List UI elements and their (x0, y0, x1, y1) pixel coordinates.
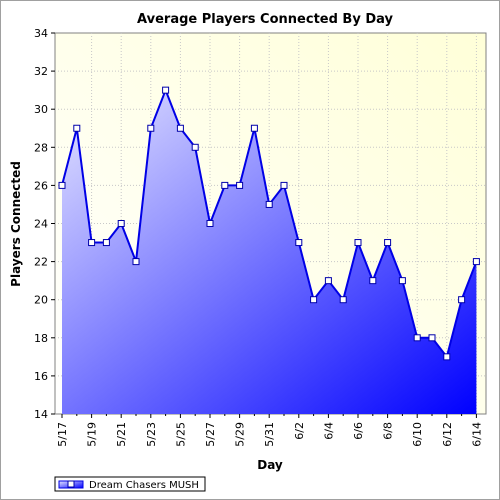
x-tick-label: 6/4 (322, 422, 335, 440)
data-point-marker (58, 181, 66, 189)
x-tick-label: 5/29 (234, 422, 247, 447)
data-point-marker (458, 296, 466, 304)
y-axis-ticks: 14 16 18 20 22 24 26 28 30 32 34 (34, 27, 55, 421)
series-area-fill (62, 90, 477, 415)
y-tick-label: 28 (34, 141, 48, 154)
x-tick-label: 6/10 (411, 422, 424, 447)
data-point-marker (147, 124, 155, 132)
data-point-marker (354, 239, 362, 247)
data-point-marker (88, 239, 96, 247)
x-axis-label: Day (257, 458, 283, 472)
x-tick-label: 6/12 (441, 422, 454, 447)
data-point-marker (443, 353, 451, 361)
x-tick-label: 5/21 (115, 422, 128, 447)
y-tick-label: 30 (34, 103, 48, 116)
x-tick-label: 5/17 (56, 422, 69, 447)
data-point-marker (265, 200, 273, 208)
data-point-marker (117, 220, 125, 227)
data-point-marker (280, 181, 288, 189)
data-point-marker (132, 258, 140, 266)
x-tick-label: 5/23 (145, 422, 158, 447)
data-point-marker (102, 239, 110, 247)
y-tick-label: 26 (34, 179, 48, 192)
x-tick-label: 6/2 (293, 422, 306, 440)
data-point-marker (339, 296, 347, 304)
y-tick-label: 18 (34, 332, 48, 345)
data-point-marker (324, 277, 332, 285)
data-point-marker (398, 277, 406, 285)
legend-box (54, 476, 206, 492)
data-point-marker (472, 258, 480, 266)
grid-lines (55, 33, 486, 414)
data-point-marker (206, 220, 214, 227)
x-tick-label: 6/14 (470, 422, 483, 447)
data-point-marker (428, 334, 436, 342)
data-point-marker (236, 181, 244, 189)
legend-marker (67, 480, 75, 488)
data-point-marker (176, 124, 184, 132)
chart-title: Average Players Connected By Day (137, 12, 393, 27)
data-point-marker (413, 334, 421, 342)
x-tick-label: 5/27 (204, 422, 217, 447)
data-point-marker (369, 277, 377, 285)
x-tick-label: 5/31 (263, 422, 276, 447)
data-point-marker (295, 239, 303, 247)
x-axis-ticks: 5/17 5/19 5/21 5/23 5/25 5/27 5/29 5/31 6/2 6/4 6/… (56, 414, 483, 447)
y-tick-label: 34 (34, 27, 48, 40)
data-point-marker (191, 143, 199, 151)
x-tick-label: 5/25 (174, 422, 187, 447)
y-tick-label: 14 (34, 408, 48, 421)
data-point-marker (73, 124, 81, 132)
x-tick-label: 6/6 (352, 422, 365, 440)
data-point-marker (384, 239, 392, 247)
y-axis-label: Players Connected (9, 161, 23, 287)
legend-label: Dream Chasers MUSH (89, 480, 199, 491)
y-tick-label: 16 (34, 370, 48, 383)
data-point-marker (250, 124, 258, 132)
y-tick-label: 22 (34, 256, 48, 269)
series-markers (58, 86, 480, 361)
data-point-marker (221, 181, 229, 189)
legend: Dream Chasers MUSH (54, 476, 206, 492)
y-tick-label: 20 (34, 294, 48, 307)
x-tick-label: 6/8 (382, 422, 395, 440)
data-point-marker (310, 296, 318, 304)
data-point-marker (162, 86, 170, 94)
series-area (62, 90, 477, 415)
x-tick-label: 5/19 (86, 422, 99, 447)
y-tick-label: 24 (34, 218, 48, 231)
y-tick-label: 32 (34, 65, 48, 78)
